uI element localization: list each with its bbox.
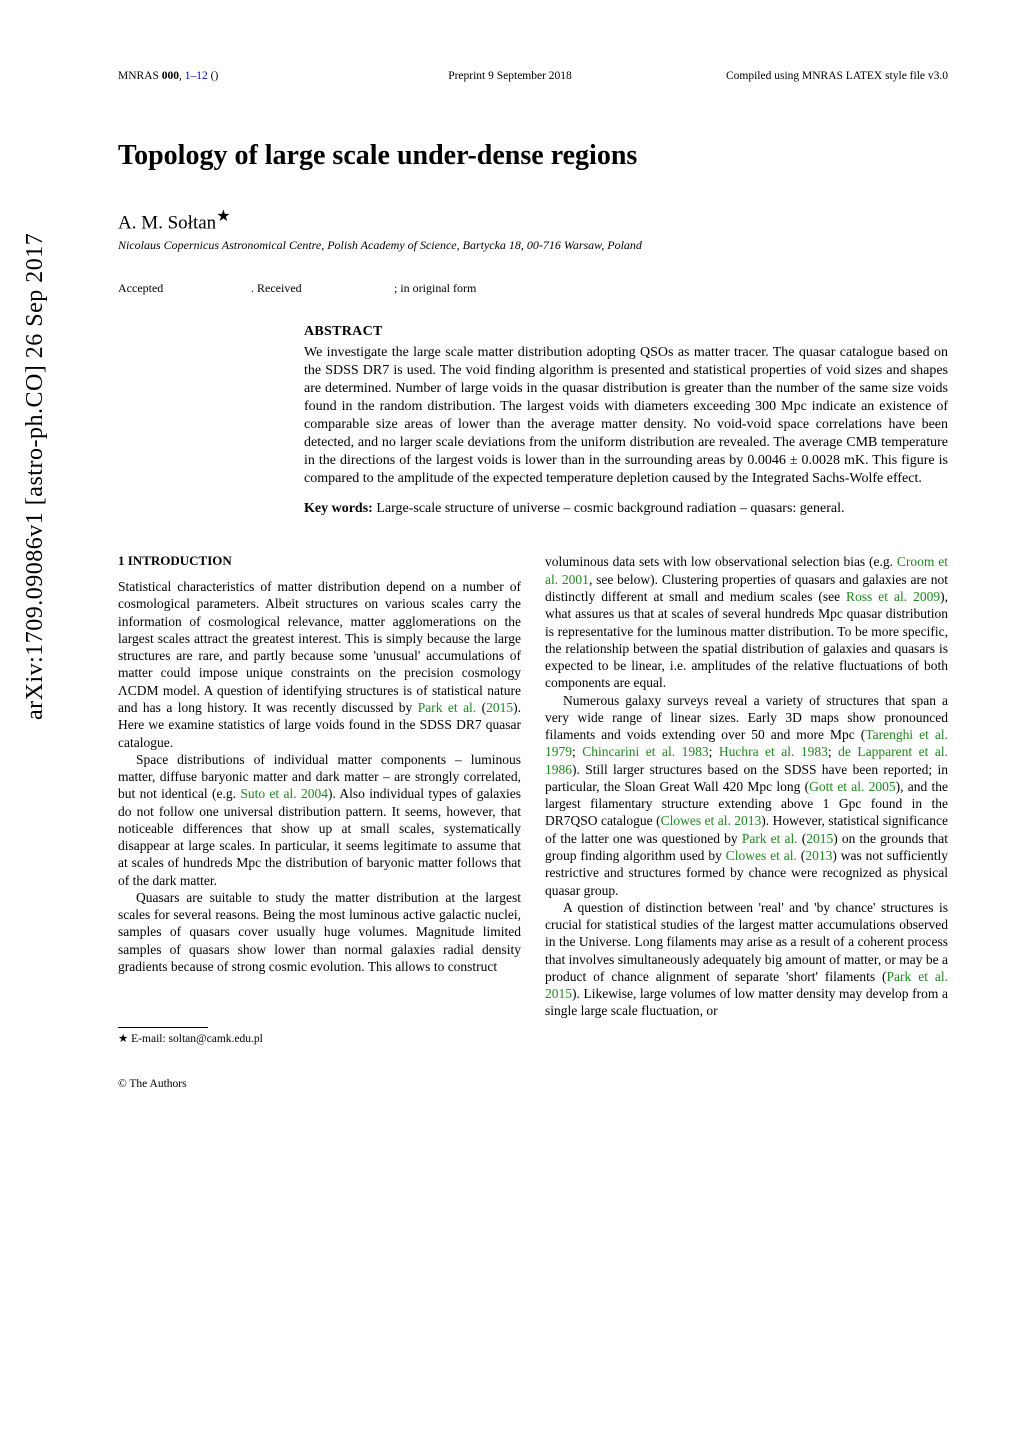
footnote-rule <box>118 1027 208 1028</box>
citation[interactable]: Ross et al. 2009 <box>846 589 940 604</box>
left-column: 1 INTRODUCTION Statistical characteristi… <box>118 553 521 1091</box>
abstract-heading: ABSTRACT <box>304 324 948 340</box>
body-columns: 1 INTRODUCTION Statistical characteristi… <box>118 553 948 1091</box>
journal-volume: 000 <box>162 70 179 82</box>
author-affil-star: ★ <box>216 208 230 225</box>
date-in-original: ; in original form <box>394 281 476 296</box>
body-paragraph: Space distributions of individual matter… <box>118 751 521 889</box>
body-paragraph: Numerous galaxy surveys reveal a variety… <box>545 692 948 899</box>
citation[interactable]: Gott et al. 2005 <box>809 779 896 794</box>
citation[interactable]: Huchra et al. 1983 <box>719 744 828 759</box>
body-paragraph: voluminous data sets with low observatio… <box>545 553 948 691</box>
journal-year: () <box>208 70 219 82</box>
dates-line: Accepted . Received ; in original form <box>118 281 948 296</box>
citation[interactable]: Suto et al. 2004 <box>240 786 328 801</box>
date-accepted: Accepted <box>118 281 248 296</box>
citation[interactable]: Park et al. <box>418 700 476 715</box>
author-name: A. M. Sołtan <box>118 212 216 233</box>
citation[interactable]: Clowes et al. 2013 <box>661 813 762 828</box>
arxiv-stamp: arXiv:1709.09086v1 [astro-ph.CO] 26 Sep … <box>22 233 49 720</box>
citation[interactable]: 2015 <box>806 831 833 846</box>
body-paragraph: Statistical characteristics of matter di… <box>118 578 521 751</box>
journal-left: MNRAS 000, 1–12 () <box>118 70 218 82</box>
keywords-label: Key words: <box>304 501 373 516</box>
citation[interactable]: Park et al. 2015 <box>545 969 948 1001</box>
body-paragraph: Quasars are suitable to study the matter… <box>118 889 521 975</box>
date-received: . Received <box>251 281 391 296</box>
right-column: voluminous data sets with low observatio… <box>545 553 948 1091</box>
copyright: © The Authors <box>118 1077 521 1092</box>
journal-right: Compiled using MNRAS LATEX style file v3… <box>726 70 948 82</box>
abstract-text: We investigate the large scale matter di… <box>304 344 948 487</box>
body-paragraph: A question of distinction between 'real'… <box>545 899 948 1020</box>
citation[interactable]: Croom et al. 2001 <box>545 554 948 586</box>
keywords: Key words: Large-scale structure of univ… <box>304 500 948 518</box>
abstract-block: ABSTRACT We investigate the large scale … <box>304 324 948 517</box>
journal-prefix: MNRAS <box>118 70 162 82</box>
author-line: A. M. Sołtan★ <box>118 206 948 234</box>
citation[interactable]: 2013 <box>805 848 832 863</box>
citation[interactable]: Chincarini et al. 1983 <box>582 744 708 759</box>
affiliation: Nicolaus Copernicus Astronomical Centre,… <box>118 238 948 253</box>
page-content: MNRAS 000, 1–12 () Preprint 9 September … <box>0 0 1020 1132</box>
footnote: ★ E-mail: soltan@camk.edu.pl <box>118 1032 521 1047</box>
paper-title: Topology of large scale under-dense regi… <box>118 140 948 172</box>
journal-header: MNRAS 000, 1–12 () Preprint 9 September … <box>118 70 948 82</box>
citation[interactable]: Clowes et al. <box>726 848 797 863</box>
citation[interactable]: 2015 <box>486 700 513 715</box>
citation[interactable]: Park et al. <box>742 831 798 846</box>
keywords-text: Large-scale structure of universe – cosm… <box>373 501 845 516</box>
journal-center: Preprint 9 September 2018 <box>448 70 572 82</box>
journal-pages[interactable]: 1–12 <box>185 70 208 82</box>
section-heading: 1 INTRODUCTION <box>118 553 521 570</box>
